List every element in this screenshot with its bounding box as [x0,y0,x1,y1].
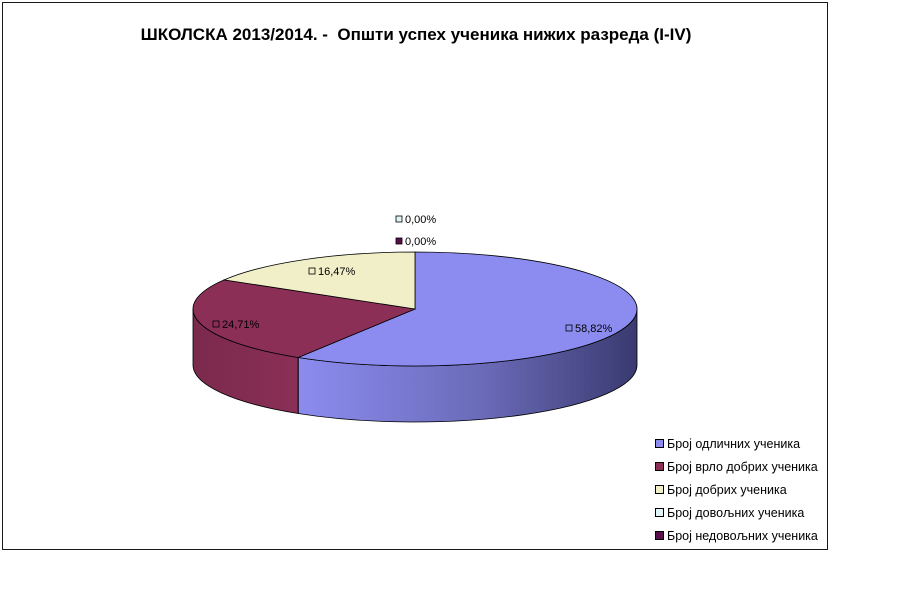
legend: Број одличних ученика Број врло добрих уч… [655,432,831,547]
legend-item: Број недовољних ученика [655,524,831,547]
data-label-5: 0,00% [395,236,436,248]
data-label-3: 16,47% [308,266,356,278]
data-label-swatch [395,237,403,245]
data-label-4: 0,00% [395,214,436,226]
pie-slice-1 [296,251,638,367]
data-label-text: 0,00% [405,214,436,226]
legend-label: Број врло добрих ученика [667,459,818,474]
legend-label: Број добрих ученика [667,482,787,497]
legend-label: Број недовољних ученика [667,528,818,543]
chart-title: ШКОЛСКА 2013/2014. - Општи успех ученика… [140,25,692,44]
legend-item: Број одличних ученика [655,432,831,455]
pie-slice-2 [192,279,417,358]
pie-chart: 58,82% 24,71% 16,47% 0,00% 0,00% [192,214,638,423]
data-label-text: 16,47% [318,266,356,278]
data-label-text: 24,71% [222,319,260,331]
legend-label: Број довољних ученика [667,505,805,520]
data-label-1: 58,82% [565,323,613,335]
data-label-swatch [565,324,573,332]
legend-label: Број одличних ученика [667,436,801,451]
data-label-swatch [308,267,316,275]
legend-swatch [655,531,664,540]
data-label-swatch [212,320,220,328]
data-label-text: 58,82% [575,323,613,335]
legend-item: Број добрих ученика [655,478,831,501]
chart-frame: ШКОЛСКА 2013/2014. - Општи успех ученика… [2,2,828,550]
legend-swatch [655,462,664,471]
data-label-swatch [395,215,403,223]
legend-swatch [655,508,664,517]
pie-slice-3 [222,251,416,310]
legend-item: Број врло добрих ученика [655,455,831,478]
data-label-text: 0,00% [405,236,436,248]
data-label-2: 24,71% [212,319,260,331]
legend-swatch [655,439,664,448]
legend-item: Број довољних ученика [655,501,831,524]
legend-swatch [655,485,664,494]
